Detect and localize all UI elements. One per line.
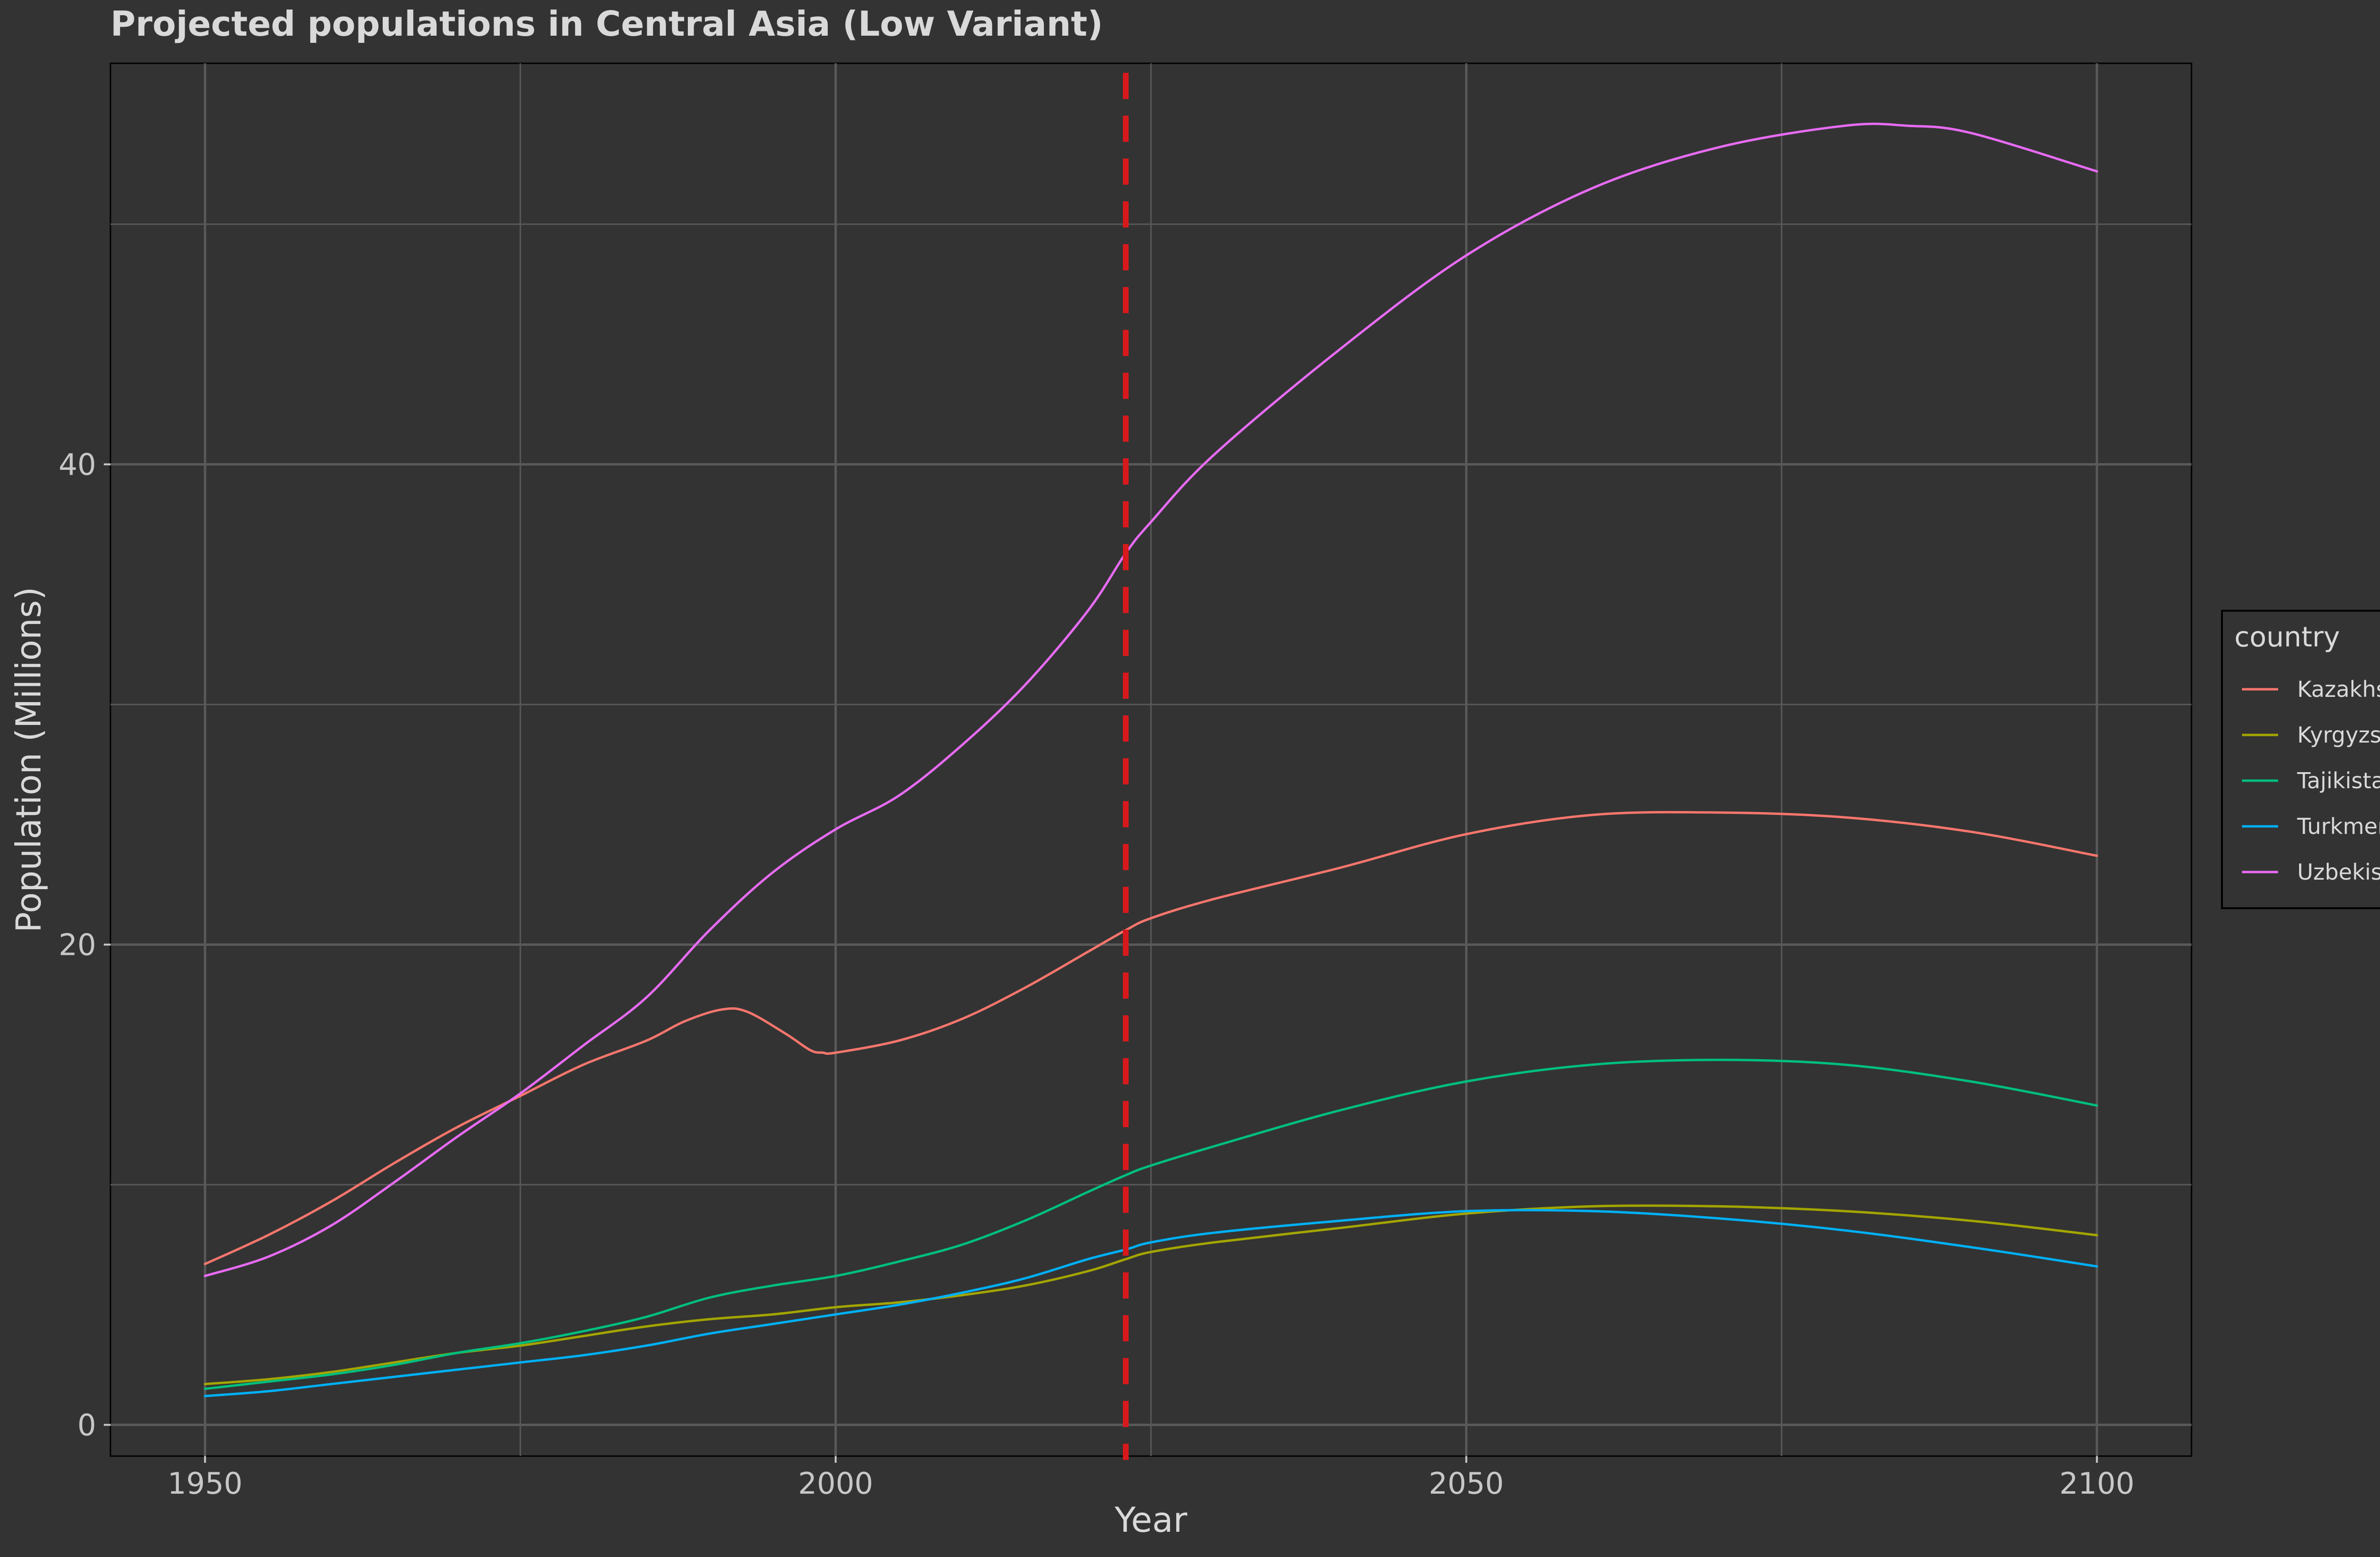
y-axis-label: Population (Millions) — [9, 587, 49, 933]
y-axis-ticks: 0 20 40 — [59, 447, 110, 1442]
x-tick-label: 2050 — [1429, 1466, 1504, 1501]
legend: country Kazakhstan Kyrgyzstan Tajikistan Tu… — [2221, 610, 2380, 909]
x-tick-label: 2000 — [798, 1466, 873, 1501]
legend-box — [2221, 610, 2380, 909]
series-line-turkmenistan — [204, 1209, 2098, 1398]
y-tick-label: 40 — [59, 447, 96, 482]
legend-item: Tajikistan — [2242, 768, 2380, 793]
legend-label: Kazakhstan — [2297, 676, 2380, 702]
legend-items: Kazakhstan Kyrgyzstan Tajikistan Turkmenist… — [2242, 676, 2380, 885]
legend-title: country — [2234, 621, 2340, 653]
x-tick-label: 1950 — [168, 1466, 243, 1501]
legend-label: Kyrgyzstan — [2297, 722, 2380, 748]
chart-title: Projected populations in Central Asia (L… — [110, 4, 1103, 44]
x-axis-ticks: 1950 2000 2050 2100 — [168, 1456, 2134, 1501]
legend-label: Turkmenistan — [2297, 813, 2380, 839]
y-tick-label: 20 — [59, 927, 96, 962]
legend-item: Uzbekistan — [2242, 859, 2380, 885]
legend-label: Uzbekistan — [2297, 859, 2380, 885]
series-lines — [204, 122, 2098, 1398]
x-axis-label: Year — [1114, 1500, 1188, 1540]
series-line-kazakhstan — [204, 811, 2098, 1265]
legend-item: Turkmenistan — [2242, 813, 2380, 839]
series-line-uzbekistan — [204, 122, 2098, 1278]
series-line-tajikistan — [204, 1059, 2098, 1390]
legend-item: Kazakhstan — [2242, 676, 2380, 702]
y-tick-label: 0 — [78, 1408, 96, 1442]
legend-item: Kyrgyzstan — [2242, 722, 2380, 748]
legend-label: Tajikistan — [2297, 768, 2380, 793]
x-tick-label: 2100 — [2059, 1466, 2134, 1501]
